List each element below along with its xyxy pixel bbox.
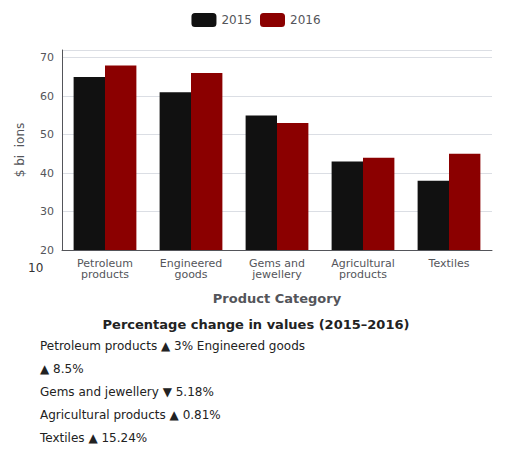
svg-text:2015: 2015: [221, 13, 252, 27]
svg-text:Product Category: Product Category: [213, 291, 342, 306]
svg-text:Agricultural products ▲ 0.81%: Agricultural products ▲ 0.81%: [40, 408, 221, 422]
svg-text:products: products: [339, 268, 387, 281]
svg-text:▲ 8.5%: ▲ 8.5%: [40, 362, 84, 376]
svg-text:Engineered: Engineered: [159, 257, 223, 270]
svg-text:40: 40: [40, 167, 54, 180]
svg-text:Agricultural: Agricultural: [331, 257, 395, 270]
svg-text:Gems and: Gems and: [249, 257, 305, 270]
svg-text:10: 10: [28, 261, 43, 275]
svg-text:Petroleum products ▲ 3% Engine: Petroleum products ▲ 3% Engineered goods: [40, 339, 305, 353]
svg-text:goods: goods: [174, 268, 207, 281]
svg-text:20: 20: [40, 244, 54, 257]
svg-text:Gems and jewellery ▼ 5.18%: Gems and jewellery ▼ 5.18%: [40, 385, 214, 399]
svg-text:$ bi ions: $ bi ions: [13, 123, 27, 178]
svg-text:30: 30: [40, 205, 54, 218]
svg-text:2016: 2016: [290, 13, 321, 27]
svg-text:60: 60: [40, 90, 54, 103]
svg-text:70: 70: [40, 51, 54, 64]
svg-text:Textiles: Textiles: [428, 257, 470, 270]
svg-text:50: 50: [40, 128, 54, 141]
svg-text:products: products: [81, 268, 129, 281]
svg-text:Percentage change in values (2: Percentage change in values (2015–2016): [103, 317, 410, 332]
svg-text:Textiles ▲ 15.24%: Textiles ▲ 15.24%: [39, 431, 147, 445]
svg-text:jewellery: jewellery: [251, 268, 302, 281]
svg-text:Petroleum: Petroleum: [77, 257, 133, 270]
